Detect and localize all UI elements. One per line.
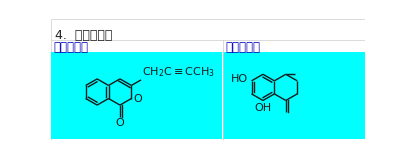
Text: CH$_2$C$\equiv$CCH$_3$: CH$_2$C$\equiv$CCH$_3$	[142, 65, 215, 79]
Text: O: O	[115, 118, 124, 128]
Text: O: O	[133, 94, 142, 103]
Text: 茡陈炔内酯: 茡陈炔内酯	[54, 41, 89, 54]
Text: 仙鹤草内酯: 仙鹤草内酯	[226, 41, 261, 54]
Text: OH: OH	[254, 103, 271, 113]
Bar	[224, 52, 364, 139]
Bar	[51, 52, 222, 139]
Text: 4.  异香豆素类: 4. 异香豆素类	[55, 29, 113, 42]
Text: HO: HO	[230, 74, 248, 84]
